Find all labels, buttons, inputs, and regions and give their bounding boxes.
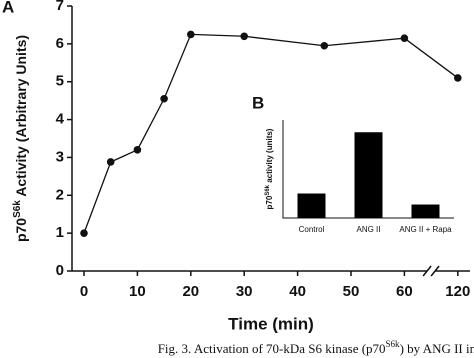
y-tick-label: 0 — [56, 262, 64, 279]
data-point — [106, 158, 115, 166]
caption-text: ) by ANG II in human cSMCs — [400, 341, 474, 356]
x-tick-label: 10 — [129, 283, 146, 300]
axis-break — [430, 265, 440, 277]
label-text: Activity (Arbitrary Units) — [13, 35, 29, 200]
x-tick-label: ANG II — [356, 225, 380, 234]
x-tick-label: ANG II + Rapa — [399, 225, 452, 234]
x-tick-label: Control — [299, 225, 325, 234]
x-tick-label: 50 — [343, 283, 360, 300]
data-point — [400, 34, 409, 42]
x-tick-label: 120 — [445, 283, 470, 300]
label-text: p70 — [13, 218, 29, 242]
caption-text: Fig. 3. Activation of 70-kDa S6 kinase (… — [158, 341, 386, 356]
x-tick-label: 60 — [396, 283, 413, 300]
plot-frame — [282, 120, 454, 219]
panel-label: A — [2, 0, 14, 16]
caption: Fig. 3. Activation of 70-kDa S6 kinase (… — [158, 339, 474, 356]
y-tick-label: 7 — [56, 0, 64, 14]
y-tick-label: 2 — [56, 186, 64, 203]
y-tick-label: 3 — [56, 148, 64, 165]
data-point — [133, 146, 142, 154]
label-text: activity (units) — [265, 128, 274, 185]
data-point — [454, 74, 462, 82]
bar — [354, 132, 383, 218]
x-tick-label: 30 — [236, 283, 253, 300]
x-tick-label: 20 — [182, 283, 199, 300]
data-point — [240, 32, 248, 41]
panel-label: B — [252, 93, 264, 112]
y-tick-label: 4 — [56, 111, 65, 128]
label-sup: S6k — [12, 200, 23, 218]
label-text: p70 — [265, 195, 274, 209]
x-axis-label: Time (min) — [228, 314, 314, 333]
x-tick-label: 40 — [289, 283, 306, 300]
bar — [297, 193, 326, 218]
data-point — [320, 41, 329, 50]
y-tick-label: 6 — [56, 35, 64, 52]
axis-label: p70S6k Activity (Arbitrary Units) — [12, 35, 29, 242]
label-sup: S6k — [265, 184, 271, 195]
caption-sup: S6k — [386, 339, 401, 349]
axis-label: p70S6k activity (units) — [265, 128, 275, 209]
data-point — [80, 229, 88, 237]
data-point — [187, 30, 195, 39]
y-tick-label: 1 — [56, 224, 64, 241]
data-point — [160, 94, 168, 103]
bar — [411, 204, 440, 218]
axis-break — [422, 265, 432, 277]
x-tick-label: 0 — [80, 283, 88, 300]
y-tick-label: 5 — [56, 73, 64, 90]
